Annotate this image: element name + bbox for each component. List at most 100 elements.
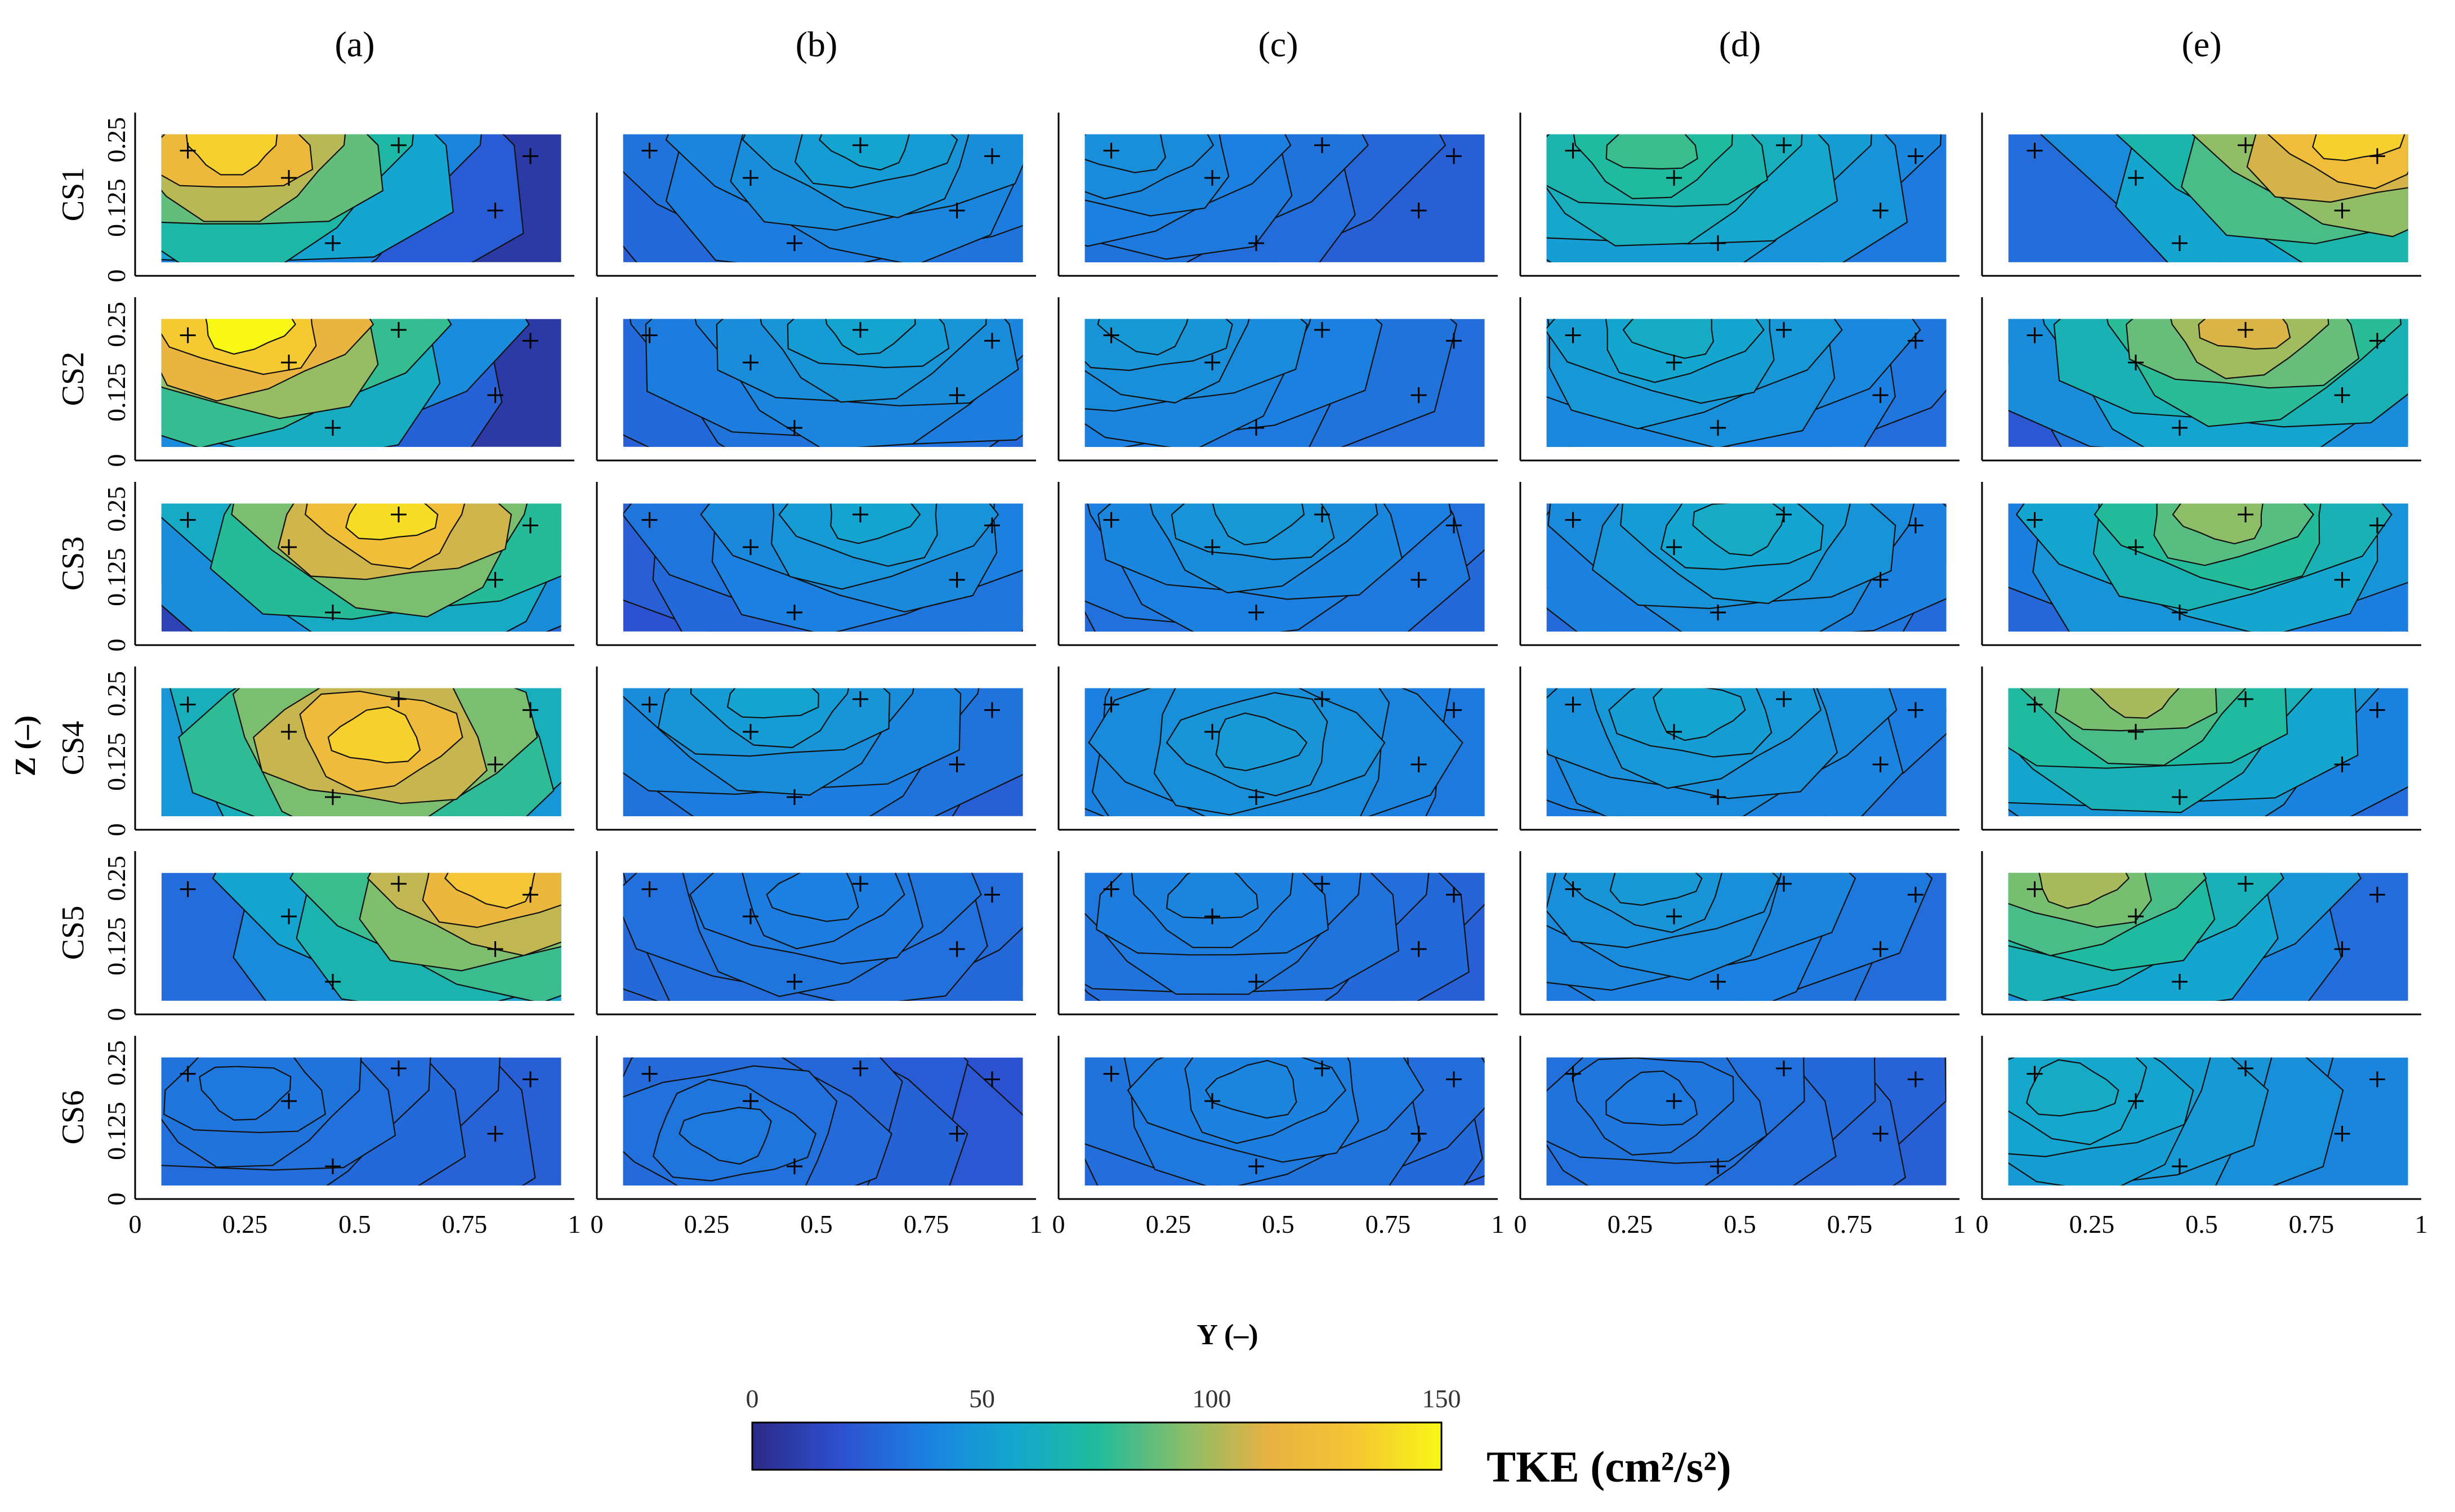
tke-field bbox=[623, 688, 1023, 816]
tke-field bbox=[1546, 134, 1947, 262]
contour-band bbox=[825, 319, 916, 355]
x-tick-label: 0.25 bbox=[684, 1210, 730, 1238]
tke-field bbox=[1546, 1057, 1947, 1186]
measurement-point bbox=[1204, 170, 1220, 186]
tke-field bbox=[1084, 1057, 1485, 1186]
measurement-point bbox=[2027, 881, 2043, 897]
x-tick-label: 0 bbox=[129, 1210, 142, 1238]
measurement-point bbox=[487, 572, 503, 588]
measurement-point bbox=[2238, 691, 2253, 707]
measurement-point bbox=[1710, 789, 1726, 805]
measurement-point bbox=[984, 887, 1000, 903]
contour-panel: 0 0.125 0.25 bbox=[102, 666, 574, 836]
contour-panel bbox=[1519, 297, 1959, 462]
column-header: (b) bbox=[796, 24, 838, 64]
measurement-point bbox=[487, 387, 503, 403]
contour-panel: 0 0.125 0.25 bbox=[102, 297, 574, 467]
contour-panel bbox=[1057, 482, 1498, 646]
tke-field bbox=[161, 688, 561, 816]
row-label: CS2 bbox=[56, 352, 91, 406]
measurement-point bbox=[743, 170, 758, 186]
measurement-point bbox=[641, 1066, 658, 1082]
measurement-point bbox=[2128, 724, 2144, 740]
measurement-point bbox=[1710, 1158, 1726, 1174]
measurement-point bbox=[2128, 355, 2144, 370]
measurement-point bbox=[852, 691, 868, 707]
colorbar: 0 50 100 150 TKE (cm²/s²) bbox=[746, 1384, 1731, 1491]
measurement-point bbox=[743, 539, 758, 555]
x-tick-label: 1 bbox=[568, 1210, 581, 1238]
measurement-point bbox=[1565, 696, 1581, 713]
measurement-point bbox=[1204, 909, 1220, 924]
measurement-point bbox=[487, 757, 503, 772]
measurement-point bbox=[2128, 170, 2144, 186]
y-axis-label: Z (–) bbox=[10, 715, 42, 776]
x-tick-label: 0 bbox=[591, 1210, 604, 1238]
contour-band bbox=[1653, 688, 1746, 741]
measurement-point bbox=[391, 507, 407, 522]
measurement-point bbox=[1446, 517, 1462, 534]
measurement-point bbox=[1204, 1093, 1220, 1109]
measurement-point bbox=[852, 507, 868, 522]
measurement-point bbox=[1103, 512, 1119, 528]
contour-panel bbox=[596, 666, 1036, 831]
measurement-point bbox=[281, 539, 297, 555]
measurement-point bbox=[1446, 702, 1462, 718]
measurement-point bbox=[2172, 235, 2188, 251]
y-tick-label: 0.25 bbox=[102, 856, 131, 901]
measurement-point bbox=[641, 142, 658, 159]
tke-field bbox=[2008, 873, 2408, 1001]
measurement-point bbox=[1410, 757, 1427, 772]
measurement-point bbox=[1776, 322, 1792, 338]
contour-band bbox=[1097, 319, 1189, 356]
column-header: (a) bbox=[334, 24, 374, 64]
contour-panel bbox=[1057, 666, 1498, 831]
measurement-point bbox=[1103, 696, 1119, 713]
measurement-point bbox=[1446, 887, 1462, 903]
measurement-point bbox=[1314, 691, 1330, 707]
x-tick-label: 1 bbox=[1492, 1210, 1505, 1238]
measurement-point bbox=[180, 696, 196, 713]
measurement-point bbox=[1710, 605, 1726, 620]
measurement-point bbox=[2128, 1093, 2144, 1109]
y-tick-label: 0.125 bbox=[102, 732, 131, 791]
measurement-point bbox=[2128, 539, 2144, 555]
measurement-point bbox=[743, 355, 758, 370]
measurement-point bbox=[1314, 507, 1330, 522]
x-tick-label: 1 bbox=[1953, 1210, 1966, 1238]
measurement-point bbox=[1248, 420, 1264, 436]
tke-field bbox=[2008, 319, 2408, 447]
measurement-point bbox=[984, 148, 1000, 164]
measurement-point bbox=[1908, 887, 1923, 903]
measurement-point bbox=[1565, 512, 1581, 528]
measurement-point bbox=[1446, 333, 1462, 349]
measurement-point bbox=[325, 1158, 341, 1174]
row-label: CS5 bbox=[56, 906, 91, 960]
measurement-point bbox=[523, 702, 538, 718]
contour-band bbox=[679, 1107, 772, 1165]
measurement-point bbox=[281, 724, 297, 740]
measurement-point bbox=[1872, 1126, 1889, 1142]
y-tick-label: 0 bbox=[102, 639, 131, 652]
contour-band bbox=[1212, 503, 1305, 545]
measurement-point bbox=[1710, 420, 1726, 436]
measurement-point bbox=[2238, 322, 2253, 338]
y-tick-label: 0 bbox=[102, 1193, 131, 1206]
colorbar-gradient bbox=[751, 1421, 1443, 1471]
x-axis-label: Y (–) bbox=[1197, 1319, 1258, 1351]
contour-panel bbox=[1519, 666, 1959, 831]
measurement-point bbox=[1908, 1071, 1923, 1088]
tke-field bbox=[1546, 688, 1947, 816]
measurement-point bbox=[281, 1093, 297, 1109]
contour-panel: 0 0.25 0.5 0.75 1 bbox=[591, 1036, 1043, 1238]
measurement-point bbox=[1446, 1071, 1462, 1088]
measurement-point bbox=[180, 881, 196, 897]
measurement-point bbox=[1666, 724, 1682, 740]
tke-field bbox=[161, 503, 561, 632]
measurement-point bbox=[523, 887, 538, 903]
measurement-point bbox=[852, 322, 868, 338]
y-tick-label: 0.25 bbox=[102, 302, 131, 347]
measurement-point bbox=[391, 137, 407, 153]
measurement-point bbox=[2334, 757, 2350, 772]
